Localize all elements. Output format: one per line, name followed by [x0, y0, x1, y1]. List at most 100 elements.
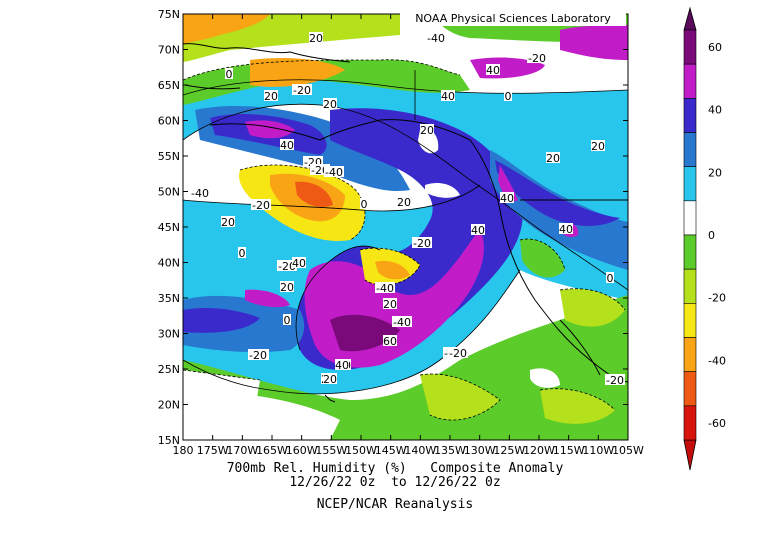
colorbar-tick-label: 20: [708, 166, 722, 179]
contour-label: 40: [280, 139, 294, 152]
lat-label: 55N: [158, 150, 180, 163]
contour-label: 40: [441, 90, 455, 103]
lon-label: 140W: [404, 444, 436, 457]
contour-label-bg: [280, 281, 294, 292]
contour-label-bg: [559, 223, 573, 234]
contour-label-bg: [448, 347, 468, 358]
contour-label: 20: [591, 140, 605, 153]
lat-label: 65N: [158, 79, 180, 92]
colorbar-tick-label: 60: [708, 41, 722, 54]
colorbar-swatch: [683, 268, 697, 304]
contour-label-bg: [360, 198, 368, 209]
colorbar: 60 40 20 0 -20 -40 -60: [683, 6, 726, 471]
contour-label-bg: [323, 373, 337, 384]
contour-label-bg: [248, 349, 268, 360]
contour-label-bg: [383, 298, 397, 309]
contour-label: 40: [471, 224, 485, 237]
contour-label: -20: [252, 199, 270, 212]
lat-label: 30N: [158, 328, 180, 341]
contour-label-bg: [303, 156, 323, 167]
lon-label: 120W: [523, 444, 555, 457]
contour-label: 40: [292, 257, 306, 270]
contour-label: 20: [323, 373, 337, 386]
lon-label: 165W: [256, 444, 288, 457]
colorbar-swatch: [683, 29, 697, 65]
colorbar-bottom-arrow: [683, 439, 697, 471]
colorbar-swatch: [683, 337, 697, 372]
colorbar-swatch: [683, 200, 697, 236]
contour-label-bg: [190, 187, 210, 198]
lat-label: 15N: [158, 434, 180, 447]
contour-label: 40: [486, 64, 500, 77]
contour-label: 0: [226, 68, 233, 81]
lon-label: 105W: [612, 444, 644, 457]
contour-label-bg: [420, 124, 434, 135]
latitude-axis: 75N 70N 65N 60N 55N 50N 45N 40N 35N 30N 25N 20N 15N: [158, 8, 628, 447]
contour-label: -20: [249, 349, 267, 362]
contour-label-bg: [264, 90, 278, 101]
colorbar-swatch: [683, 132, 697, 167]
contour-label: 40: [559, 223, 573, 236]
colorbar-swatch: [683, 303, 697, 338]
lat-label: 45N: [158, 221, 180, 234]
colorbar-tick-label: -40: [708, 354, 726, 367]
lat-label: 60N: [158, 115, 180, 128]
lon-label: 115W: [553, 444, 585, 457]
caption-line-2: 12/26/22 0z to 12/26/22 0z: [289, 475, 501, 490]
lon-label: 170W: [226, 444, 258, 457]
lat-label: 50N: [158, 186, 180, 199]
contour-label-bg: [392, 316, 412, 327]
contour-label-bg: [292, 257, 306, 268]
lon-label: 180: [173, 444, 194, 457]
contour-label: 20: [221, 216, 235, 229]
contour-label: 60: [383, 335, 397, 348]
contour-label-bg: [251, 199, 271, 210]
contour-label-bg: [605, 374, 625, 385]
contour-label-bg: [323, 98, 337, 109]
colorbar-swatch: [683, 63, 697, 99]
contour-label: 0: [505, 90, 512, 103]
contour-label: -20: [413, 237, 431, 250]
lat-label: 35N: [158, 292, 180, 305]
contour-label: 20: [546, 152, 560, 165]
contour-label-bg: [504, 90, 512, 101]
contour-label-bg: [412, 237, 432, 248]
contour-label: -40: [376, 282, 394, 295]
lat-label: 70N: [158, 44, 180, 57]
contour-label-bg: [441, 90, 455, 101]
contour-label: 0: [607, 272, 614, 285]
contour-label-bg: [310, 164, 330, 175]
colorbar-top-arrow: [683, 6, 697, 31]
contour-label: 0: [239, 247, 246, 260]
contour-label-bg: [225, 68, 233, 79]
contour-label-bg: [238, 247, 246, 258]
contour-label: 20: [397, 196, 411, 209]
lat-label: 25N: [158, 363, 180, 376]
lon-label: 160W: [286, 444, 318, 457]
contour-label: -20: [293, 84, 311, 97]
lon-label: 145W: [375, 444, 407, 457]
contour-label: 20: [309, 32, 323, 45]
contour-label: -20: [528, 52, 546, 65]
contour-label-bg: [375, 282, 395, 293]
contour-label-bg: [324, 166, 344, 177]
lat-label: 40N: [158, 257, 180, 270]
contour-label: 40: [335, 359, 349, 372]
lon-label: 130W: [464, 444, 496, 457]
colorbar-swatch: [683, 166, 697, 202]
lat-label: 75N: [158, 8, 180, 21]
contour-label-bg: [292, 84, 312, 95]
contour-label: -20: [278, 260, 296, 273]
contour-label: 20: [323, 98, 337, 111]
lon-label: 175W: [197, 444, 229, 457]
contour-label: -40: [427, 32, 445, 45]
contour-label: 20: [420, 124, 434, 137]
contour-label-bg: [591, 140, 605, 151]
contour-label-bg: [500, 192, 514, 203]
contour-label: 20: [280, 281, 294, 294]
contour-label-bg: [283, 314, 291, 325]
humidity-field: [183, 14, 628, 440]
contour-label: 0: [284, 314, 291, 327]
